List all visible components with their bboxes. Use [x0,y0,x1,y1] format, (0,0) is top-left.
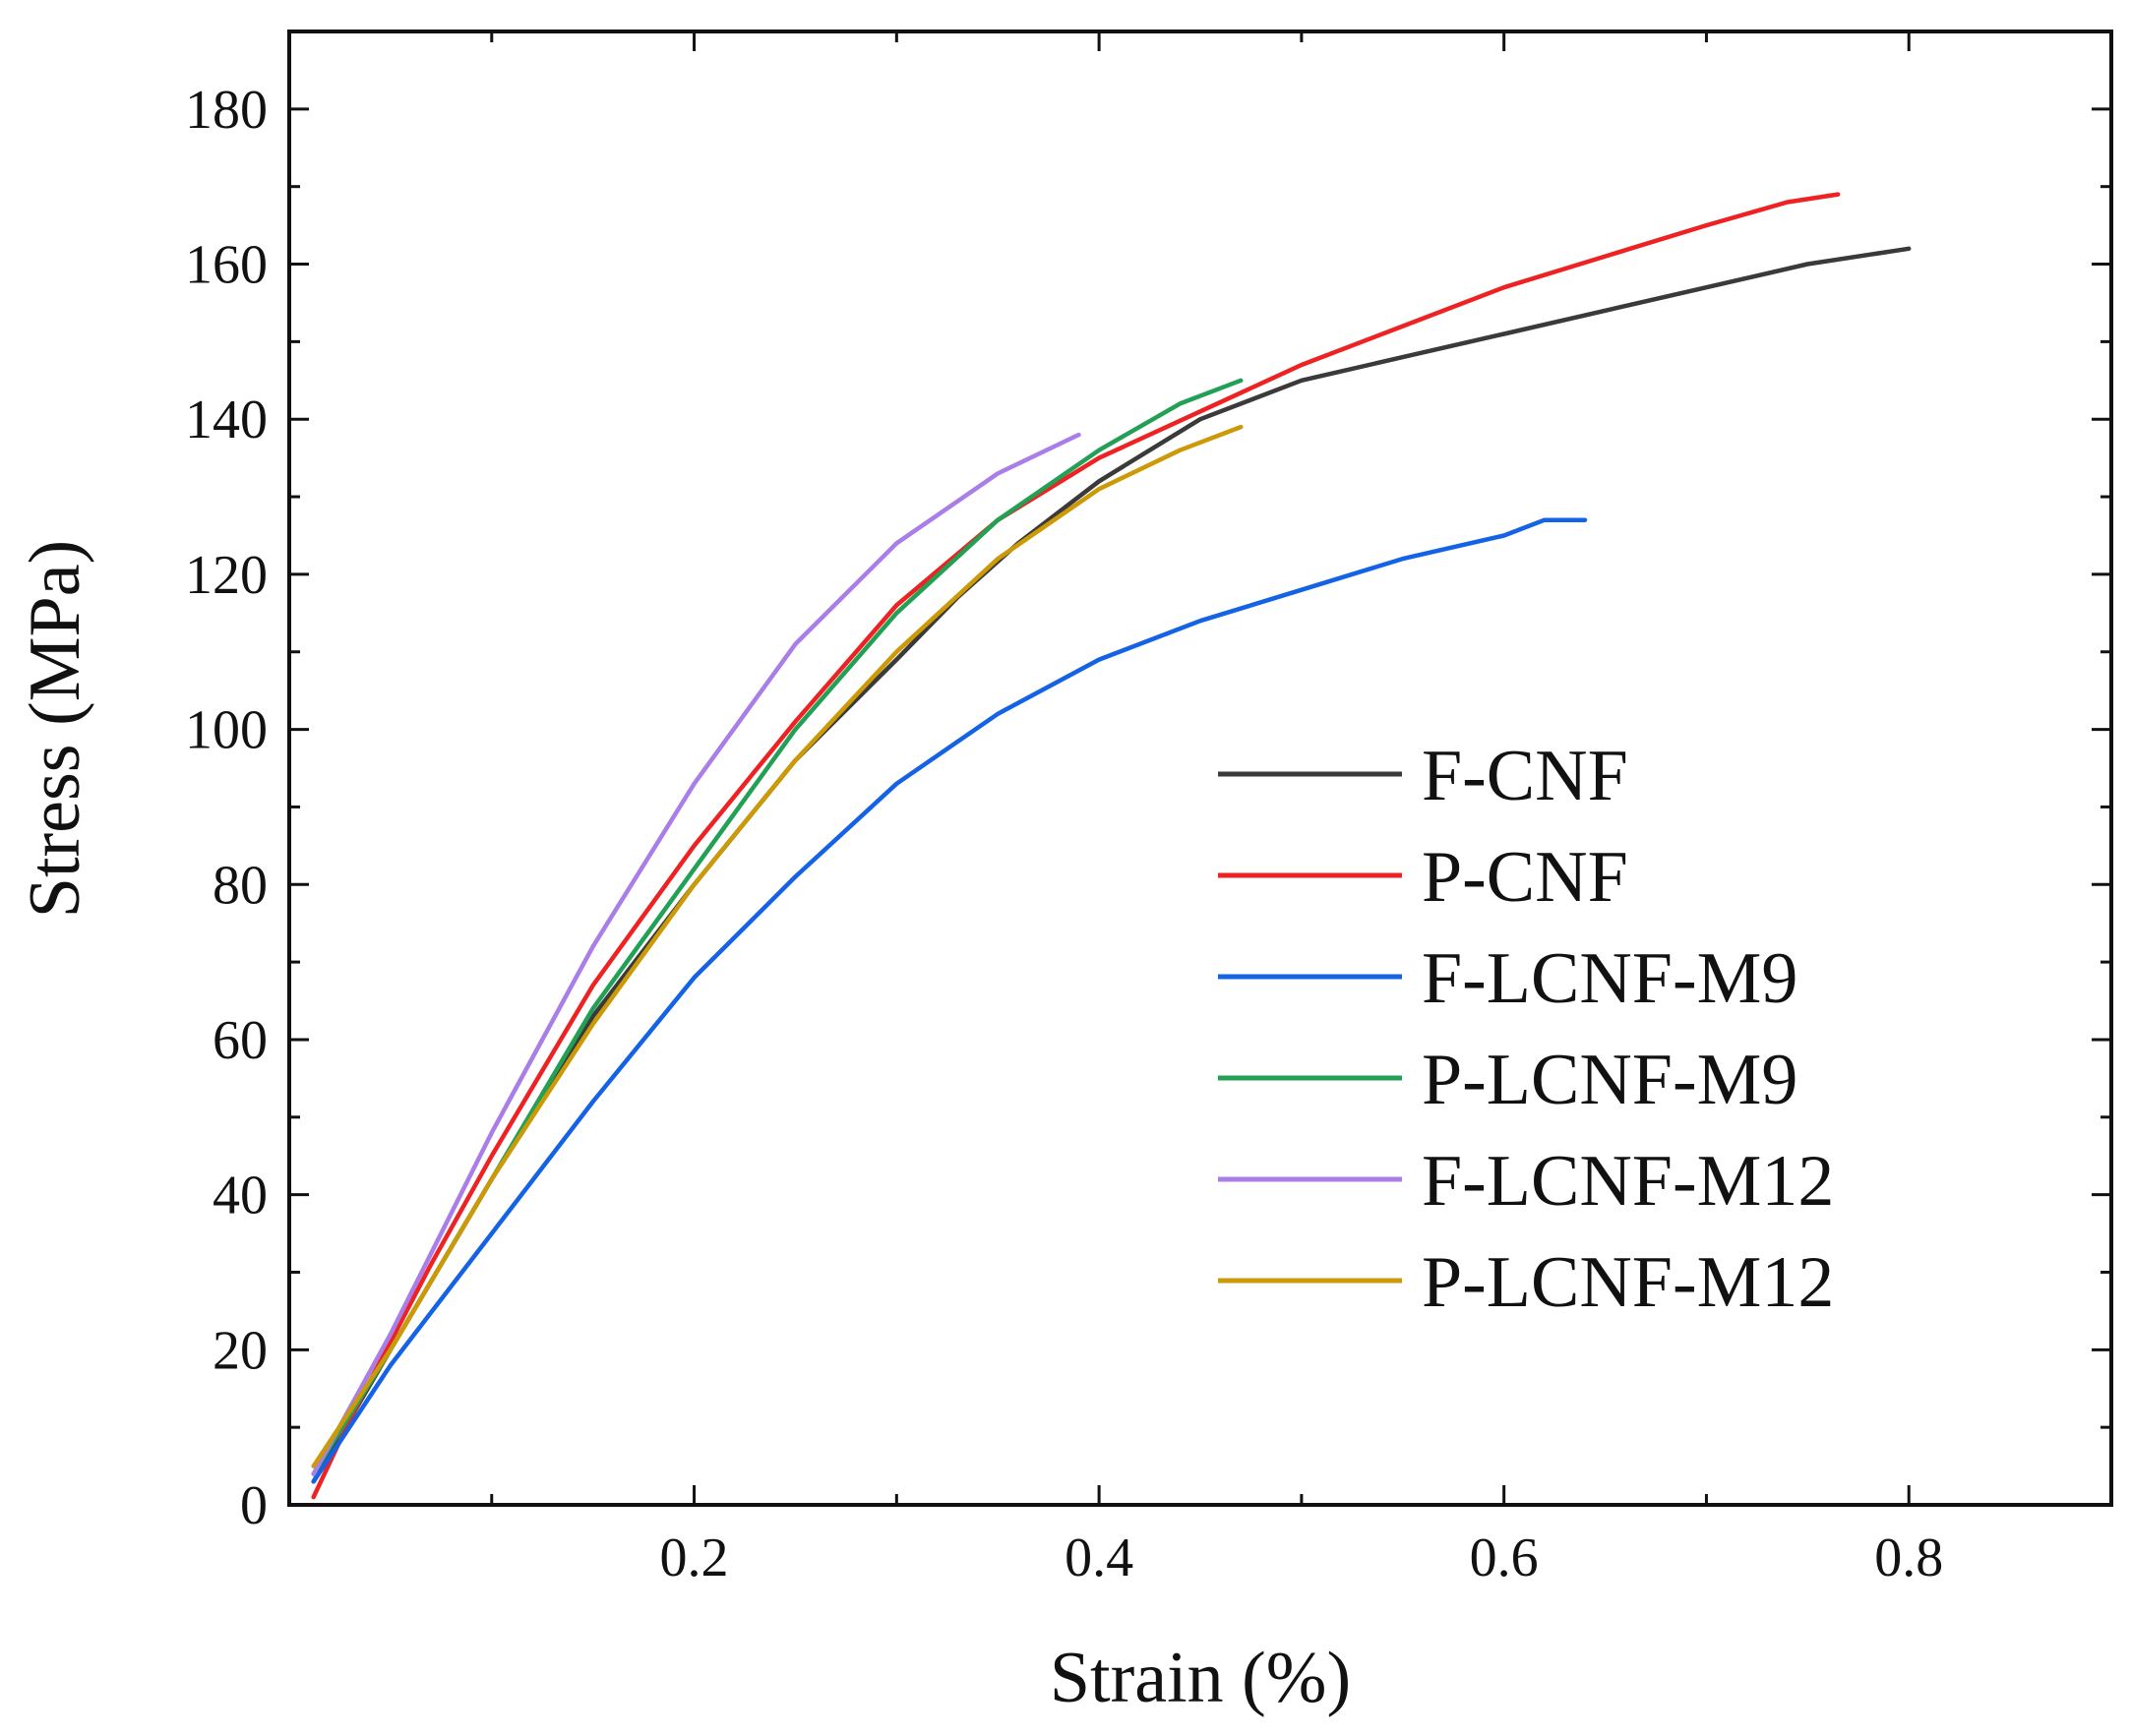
y-tick-label: 160 [185,235,268,296]
x-tick-label: 0.2 [660,1527,729,1588]
x-tick-label: 0.4 [1065,1527,1133,1588]
legend: F-CNF P-CNF F-LCNF-M9 P-LCNF-M9 F-LCNF-M12 P-… [1218,736,1834,1323]
series-line-p-lcnf-m12 [311,424,1244,1468]
y-tick-label: 180 [185,80,268,141]
y-tick-label: 100 [185,700,268,761]
legend-label-f-lcnf-m9: F-LCNF-M9 [1422,938,1797,1019]
legend-label-p-lcnf-m9: P-LCNF-M9 [1422,1040,1797,1120]
y-tick-label: 120 [185,545,268,606]
x-axis-title: Strain (%) [1050,1638,1351,1718]
axis-tick-labels: 0.2 0.4 0.6 0.8 0 20 40 60 80 100 120 140 160 180 [185,80,1943,1588]
series-line-f-lcnf-m12 [311,432,1081,1476]
y-tick-label: 60 [213,1010,268,1071]
series-line-f-cnf [311,246,1912,1484]
legend-label-p-cnf: P-CNF [1422,837,1628,918]
y-tick-label: 20 [213,1320,268,1381]
y-tick-label: 140 [185,389,268,450]
plot-frame [287,30,2113,1507]
y-tick-label: 80 [213,855,268,916]
y-axis-title: Stress (MPa) [15,540,95,918]
series-lines [311,192,1912,1500]
series-line-p-lcnf-m9 [311,378,1244,1476]
legend-label-p-lcnf-m12: P-LCNF-M12 [1422,1242,1834,1323]
y-tick-label: 40 [213,1166,268,1227]
y-tick-label: 0 [240,1475,268,1536]
legend-label-f-cnf: F-CNF [1422,736,1628,816]
series-line-p-cnf [311,192,1841,1500]
x-tick-label: 0.6 [1470,1527,1539,1588]
x-tick-label: 0.8 [1874,1527,1943,1588]
axis-major-ticks [289,31,2111,1507]
axis-minor-ticks [289,31,2111,1505]
legend-label-f-lcnf-m12: F-LCNF-M12 [1422,1141,1834,1222]
series-line-f-lcnf-m9 [311,517,1588,1484]
